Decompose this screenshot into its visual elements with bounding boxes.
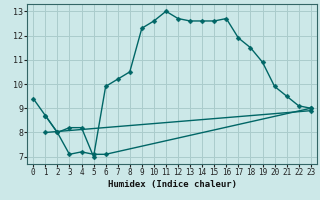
X-axis label: Humidex (Indice chaleur): Humidex (Indice chaleur) [108,180,236,189]
